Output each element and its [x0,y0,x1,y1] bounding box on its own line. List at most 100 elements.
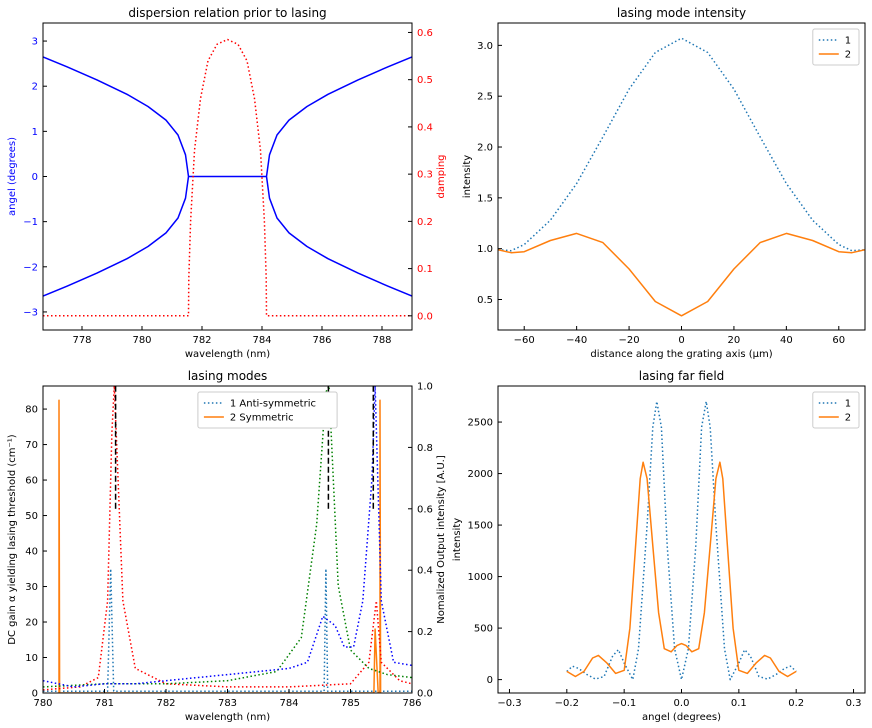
y-axis-label: angel (degrees) [7,137,18,216]
x-tick-label: 778 [72,335,91,346]
y-tick-label: −3 [23,307,38,318]
y-tick-label: 0 [487,675,493,686]
x-tick-label: 0 [678,335,684,346]
x-tick-label: −40 [566,335,587,346]
x-tick-label: 782 [192,335,211,346]
y-tick-label: 2500 [468,418,493,429]
x-tick-label: −20 [619,335,640,346]
y-tick-label: 80 [25,405,38,416]
y2-tick-label: 0.0 [417,689,433,700]
x-tick-label: 782 [156,698,175,709]
y-tick-label: 2 [32,82,38,93]
y2-tick-label: 0.0 [417,311,433,322]
legend: 12 [812,28,860,66]
series-line-1 [566,400,797,681]
x-tick-label: 0.0 [674,698,690,709]
legend-label: 2 [845,50,851,61]
x-tick-label: 785 [341,698,360,709]
y-tick-label: 0 [32,172,38,183]
series-line-2 [498,232,865,317]
series-group [566,400,797,681]
y2-tick-label: 0.2 [417,627,433,638]
y-tick-label: 20 [25,618,38,629]
legend: 1 Anti-symmetric 2 Symmetric [197,391,338,429]
series-line-0 [43,56,190,297]
chart-p4: −0.3 −0.2 −0.1 0.0 0.1 0.2 0.3 0 500 1000 1500 2000… [452,369,866,723]
series-line-1-anti-symmetric [43,568,412,692]
chart-p3: 780 781 782 783 784 785 786 0 10 20 30 40 50 60 70 80 0.… [7,369,447,723]
y2-axis-label: Nomalized Output intensity [A.U.] [436,455,447,624]
chart-title: lasing modes [188,369,268,383]
y-tick-label: 1.0 [477,244,493,255]
x-axis-label: distance along the grating axis (μm) [590,349,772,360]
x-tick-label: 0.2 [788,698,804,709]
x-tick-label: 788 [372,335,391,346]
chart-p2: −60 −40 −20 0 20 40 60 0.5 1.0 1.5 2.0 2.5 3.0 lasing… [462,6,866,360]
legend-box [812,391,860,429]
series-line-2 [566,461,797,678]
y-tick-label: 3 [32,37,38,48]
y-tick-label: 40 [25,547,38,558]
series-line-1 [265,56,412,297]
y-axis-label: intensity [462,155,473,198]
y-tick-label: 0.5 [477,295,493,306]
x-tick-label: 784 [279,698,298,709]
legend-label: 1 Anti-symmetric [230,399,316,410]
legend-box [812,28,860,66]
y-tick-label: 2000 [468,469,493,480]
x-tick-label: 781 [95,698,114,709]
y2-tick-label: 0.8 [417,443,433,454]
y-tick-label: 1000 [468,572,493,583]
y2-tick-label: 0.4 [417,566,433,577]
series-line-1 [498,37,865,252]
y-tick-label: 500 [474,624,493,635]
y-tick-label: 50 [25,511,38,522]
y2-tick-label: 1.0 [417,382,433,393]
chart-title: dispersion relation prior to lasing [128,6,326,20]
y-tick-label: 70 [25,440,38,451]
y2-tick-label: 0.1 [417,264,433,275]
y-axis-label: DC gain α yielding lasing threshold (cm⁻… [7,434,18,644]
y-tick-label: 1.5 [477,193,493,204]
y-tick-label: 2.5 [477,92,493,103]
series-line-3 [43,386,412,688]
series-line-2-symmetric [58,399,382,693]
y-tick-label: 3.0 [477,41,493,52]
x-axis-label: wavelength (nm) [185,349,270,360]
y-tick-label: 1500 [468,521,493,532]
x-tick-label: 20 [728,335,741,346]
y2-tick-label: 0.4 [417,122,433,133]
y2-tick-label: 0.5 [417,75,433,86]
x-tick-label: −60 [514,335,535,346]
x-axis-label: wavelength (nm) [185,712,270,723]
x-tick-label: 780 [132,335,151,346]
y2-tick-label: 0.3 [417,170,433,181]
x-tick-label: 0.3 [846,698,862,709]
y2-tick-label: 0.6 [417,504,433,515]
x-tick-label: 786 [312,335,331,346]
x-tick-label: −0.1 [612,698,636,709]
y2-tick-label: 0.6 [417,28,433,39]
legend-box [197,391,338,429]
x-tick-label: −0.2 [555,698,579,709]
chart-p1: 778 780 782 784 786 788 −3 −2 −1 0 1 2 3 0.0 0.1 0.2 0.3… [7,6,447,360]
series-group [498,37,865,317]
series-group [43,38,412,317]
series-line-4 [43,386,412,688]
series-line-3 [43,38,412,317]
y-tick-label: 30 [25,582,38,593]
y-tick-label: 2.0 [477,143,493,154]
x-tick-label: 60 [832,335,845,346]
x-tick-label: 783 [218,698,237,709]
plot-frame [42,385,413,694]
series-line-2 [43,386,412,691]
chart-title: lasing mode intensity [617,6,746,20]
plot-frame [497,385,866,694]
x-tick-label: 780 [33,698,52,709]
legend-label: 1 [845,399,851,410]
x-tick-label: 784 [252,335,271,346]
legend-label: 2 Symmetric [230,413,294,424]
x-tick-label: 786 [402,698,421,709]
legend-label: 1 [845,36,851,47]
